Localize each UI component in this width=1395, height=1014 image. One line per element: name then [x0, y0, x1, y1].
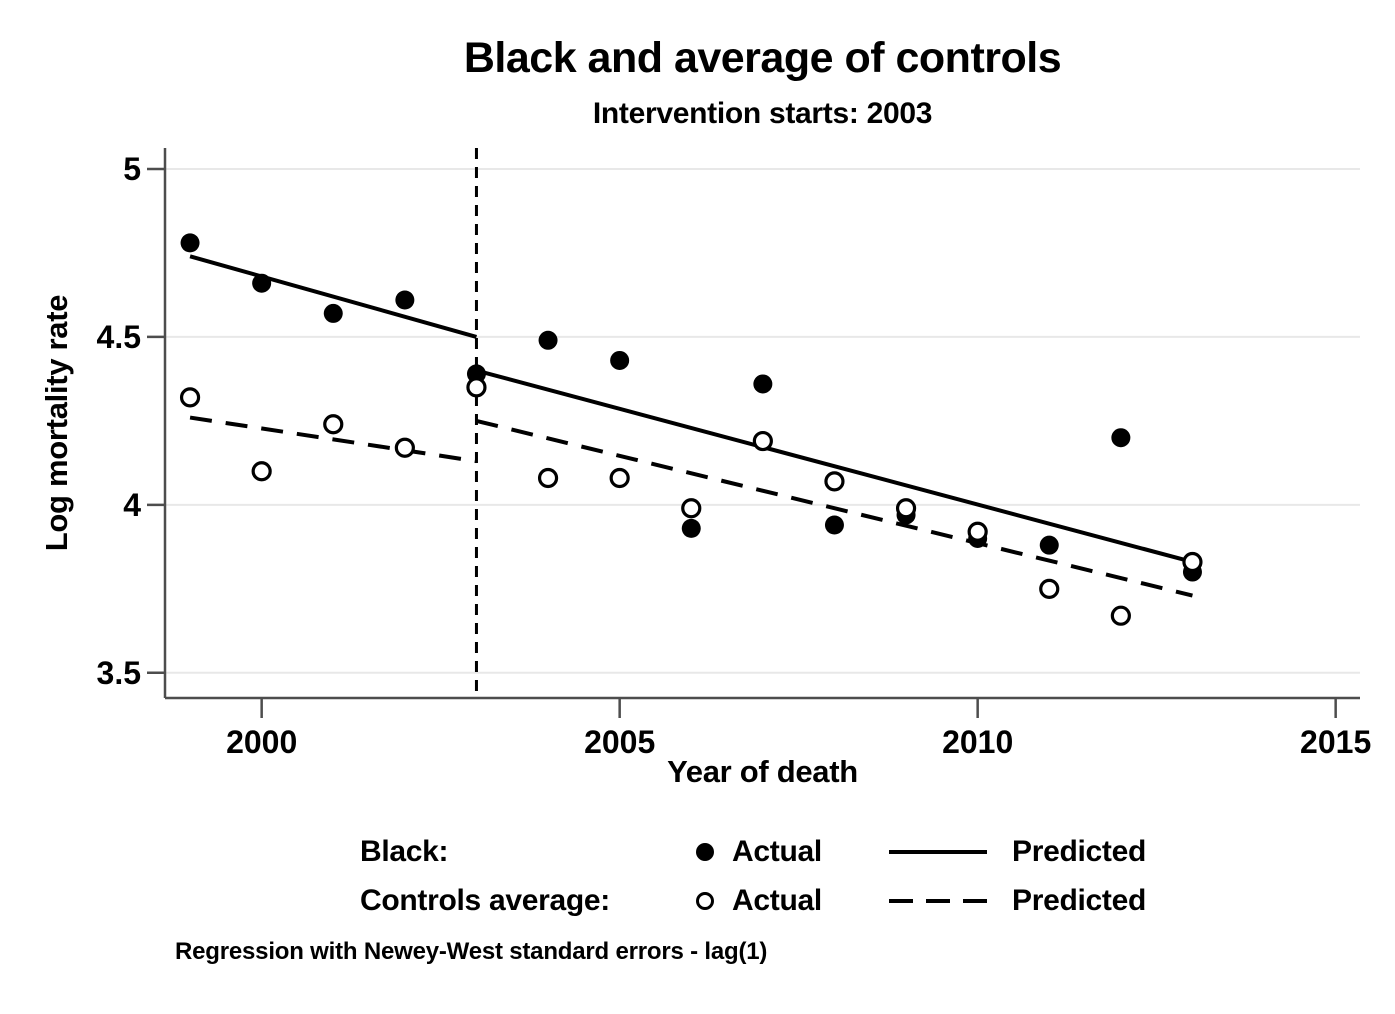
controls-actual-point	[824, 471, 845, 492]
controls-actual-point	[251, 461, 272, 482]
x-tick-label: 2005	[584, 724, 655, 760]
y-tick-label: 5	[123, 151, 141, 187]
controls-actual-point	[895, 498, 917, 519]
black-actual-point	[1111, 428, 1131, 448]
controls-actual-point	[967, 521, 988, 542]
x-axis-title: Year of death	[667, 754, 858, 789]
legend-predicted-label: Predicted	[1012, 883, 1147, 917]
x-tick-label: 2015	[1300, 724, 1371, 760]
filled-circle-icon	[690, 840, 720, 864]
legend-row-black: Black: Actual Predicted	[360, 827, 1146, 876]
black-actual-point	[1039, 535, 1059, 555]
trend-line-solid	[475, 368, 1193, 564]
legend-series-label: Black:	[360, 834, 449, 868]
legend-row-controls: Controls average: Actual Predicted	[360, 876, 1146, 925]
trend-line-dashed	[475, 418, 1193, 598]
y-tick-label: 3.5	[97, 655, 141, 691]
controls-actual-point	[1039, 578, 1060, 599]
y-tick-label: 4.5	[97, 319, 141, 355]
chart-title: Black and average of controls	[463, 34, 1062, 82]
chart-subtitle: Intervention starts: 2003	[592, 97, 933, 130]
controls-actual-point	[752, 430, 773, 452]
y-tick-label: 4	[123, 487, 141, 523]
black-actual-point	[323, 303, 343, 323]
open-circle-icon	[690, 889, 720, 913]
black-actual-point	[180, 233, 200, 253]
controls-actual-point	[609, 467, 630, 489]
legend: Black: Actual Predicted Controls average…	[360, 827, 1146, 925]
black-actual-point	[395, 290, 415, 310]
black-actual-point	[538, 330, 558, 350]
black-actual-point	[681, 518, 701, 538]
controls-actual-point	[1110, 605, 1131, 626]
solid-line-icon	[886, 847, 990, 857]
controls-actual-point	[179, 387, 201, 408]
legend-series-label: Controls average:	[360, 883, 610, 917]
black-actual-point	[824, 515, 844, 535]
legend-actual-label: Actual	[732, 883, 822, 917]
controls-actual-point	[394, 437, 415, 458]
y-axis-title: Log mortality rate	[39, 294, 74, 552]
controls-actual-point	[1182, 551, 1203, 573]
x-tick-label: 2010	[942, 724, 1013, 760]
x-tick-label: 2000	[226, 724, 297, 760]
dashed-line-icon	[886, 896, 990, 906]
legend-predicted-label: Predicted	[1012, 834, 1147, 868]
black-actual-point	[610, 350, 630, 370]
controls-actual-point	[537, 467, 559, 489]
black-actual-point	[753, 374, 773, 394]
trend-line-dashed	[189, 415, 477, 464]
controls-actual-point	[681, 498, 702, 519]
legend-actual-label: Actual	[732, 834, 822, 868]
controls-actual-point	[323, 414, 344, 435]
black-actual-point	[252, 273, 272, 293]
trend-line-solid	[189, 254, 478, 339]
footnote: Regression with Newey-West standard erro…	[175, 938, 768, 965]
controls-actual-point	[466, 377, 487, 398]
